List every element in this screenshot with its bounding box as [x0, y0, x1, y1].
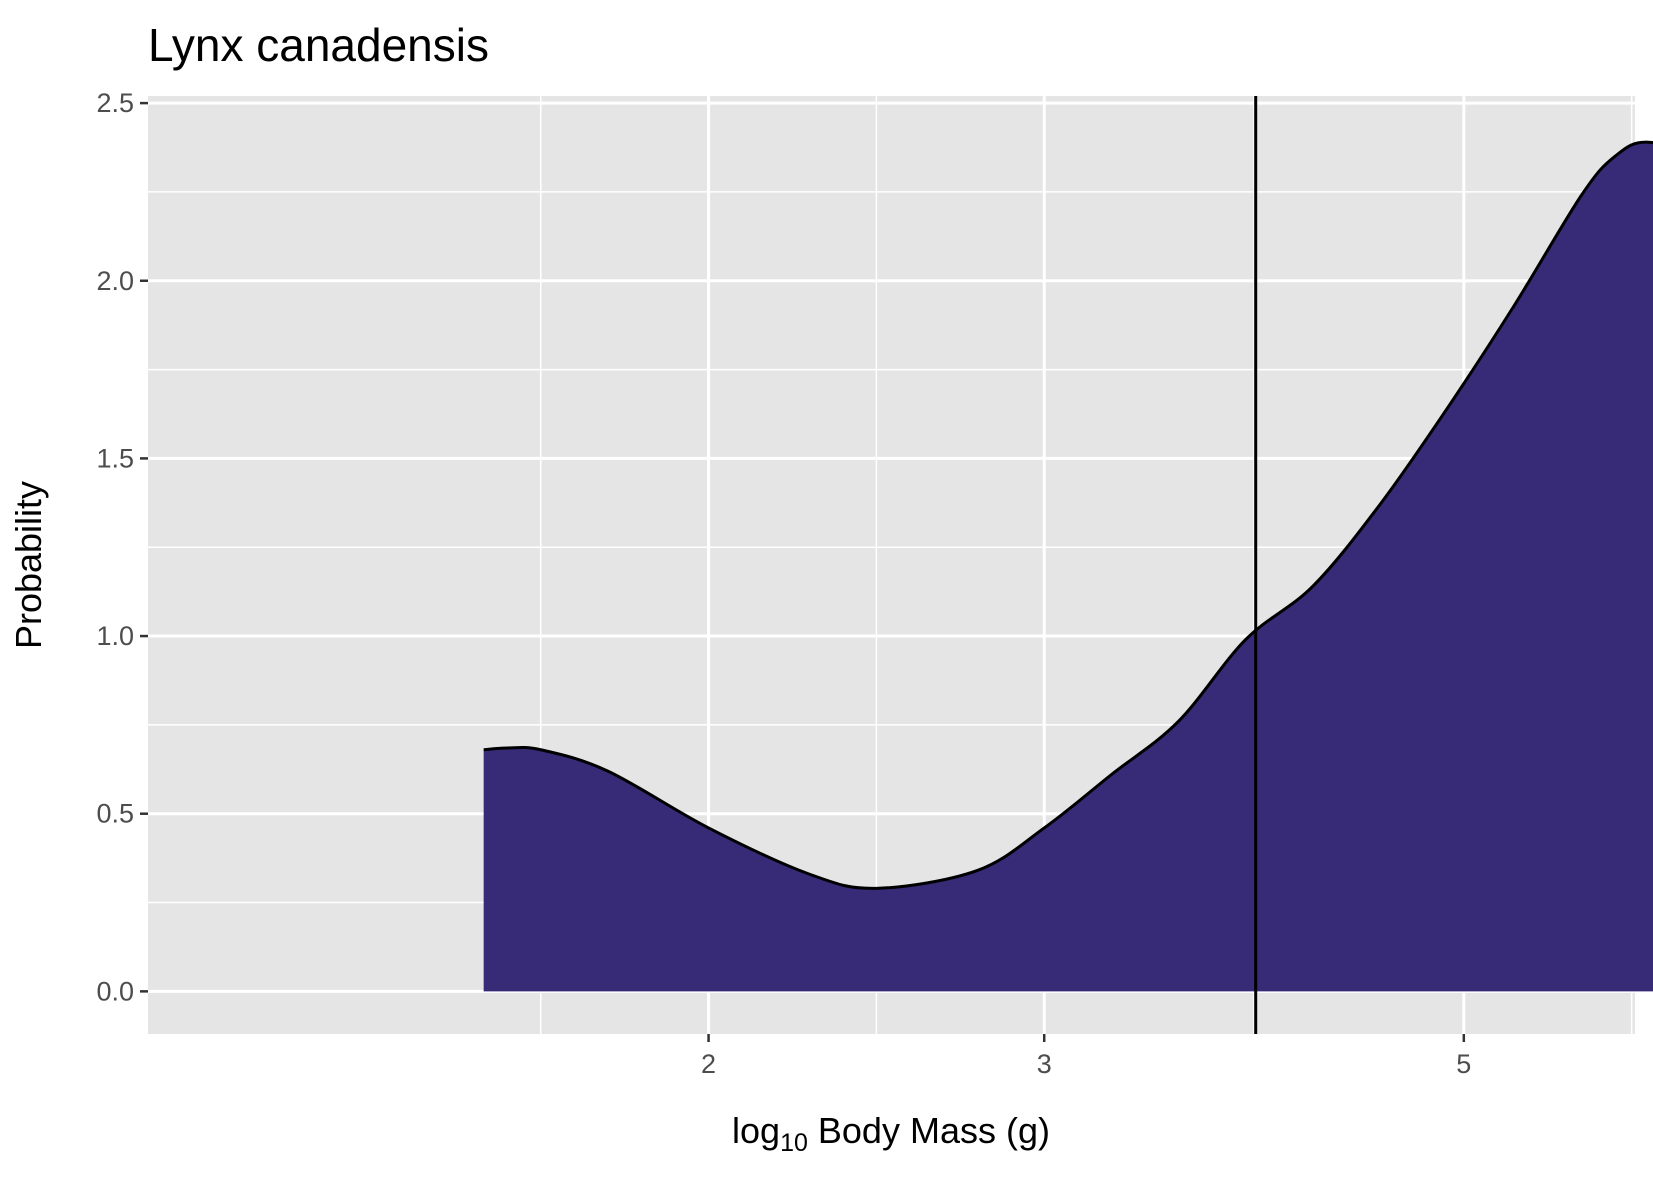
y-tick-label: 2.0 — [96, 266, 134, 296]
y-axis: 0.0 0.5 1.0 1.5 2.0 2.5 — [96, 88, 148, 1006]
x-tick-label: 3 — [1037, 1049, 1052, 1079]
y-tick-label: 0.0 — [96, 976, 134, 1006]
x-axis-title-log: log — [732, 1110, 780, 1151]
x-tick-label: 2 — [701, 1049, 716, 1079]
y-tick-label: 1.5 — [96, 443, 134, 473]
x-axis-title-subscript: 10 — [780, 1129, 808, 1157]
x-axis-title: log10 Body Mass (g) — [732, 1110, 1050, 1157]
y-tick-label: 0.5 — [96, 799, 134, 829]
x-tick-label: 5 — [1456, 1049, 1471, 1079]
x-axis-title-rest: Body Mass (g) — [808, 1110, 1050, 1151]
x-axis: 2 3 5 — [701, 1034, 1471, 1079]
density-area — [483, 142, 1653, 992]
y-axis-title: Probability — [8, 481, 49, 649]
y-tick-label: 1.0 — [96, 621, 134, 651]
chart-title: Lynx canadensis — [148, 19, 489, 71]
density-curve — [483, 140, 1653, 890]
y-tick-label: 2.5 — [96, 88, 134, 118]
